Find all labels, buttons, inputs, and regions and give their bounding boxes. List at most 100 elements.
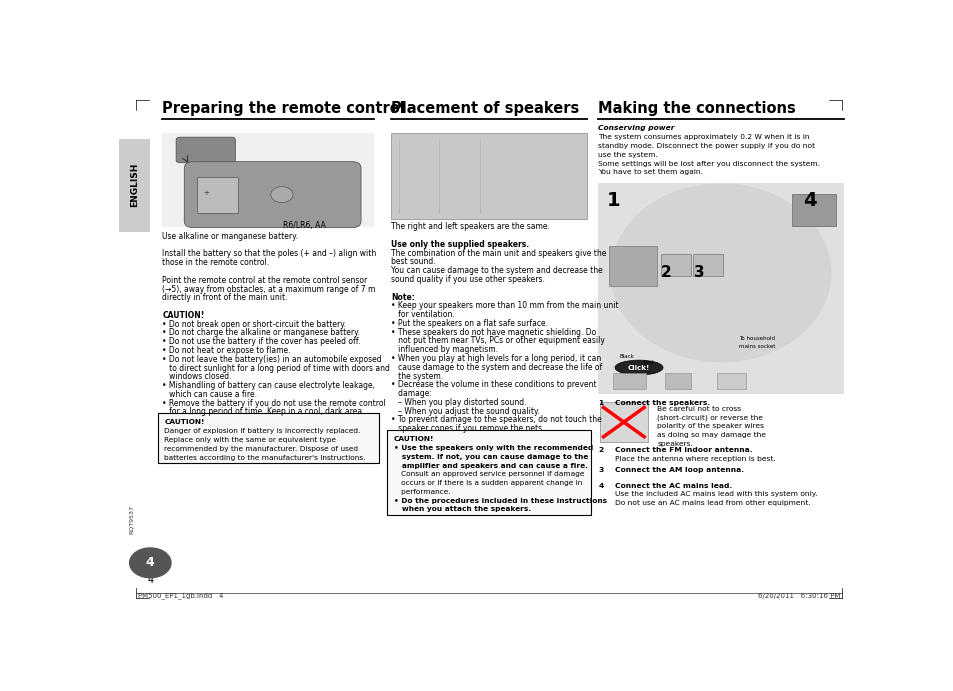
Text: recommended by the manufacturer. Dispose of used: recommended by the manufacturer. Dispose… [164, 446, 358, 452]
Text: 4: 4 [802, 191, 816, 211]
Text: 2: 2 [660, 265, 671, 280]
Text: Use alkaline or manganese battery.: Use alkaline or manganese battery. [162, 232, 297, 241]
Text: • Mishandling of battery can cause electrolyte leakage,: • Mishandling of battery can cause elect… [162, 381, 375, 390]
Ellipse shape [615, 360, 662, 375]
Text: Consult an approved service personnel if damage: Consult an approved service personnel if… [394, 471, 583, 477]
Text: • Do the procedures included in these instructions: • Do the procedures included in these in… [394, 498, 606, 504]
Text: Place the antenna where reception is best.: Place the antenna where reception is bes… [614, 456, 775, 462]
Text: • Do not heat or expose to flame.: • Do not heat or expose to flame. [162, 346, 291, 355]
Text: amplifier and speakers and can cause a fire.: amplifier and speakers and can cause a f… [394, 462, 587, 468]
Text: 2: 2 [598, 447, 603, 453]
Bar [196, 177, 237, 214]
Text: 3: 3 [694, 265, 704, 280]
Text: • Use the speakers only with the recommended: • Use the speakers only with the recomme… [394, 445, 592, 451]
Text: • Remove the battery if you do not use the remote control: • Remove the battery if you do not use t… [162, 399, 385, 408]
Text: ENGLISH: ENGLISH [131, 163, 139, 207]
Text: directly in front of the main unit.: directly in front of the main unit. [162, 294, 288, 303]
Text: occurs or if there is a sudden apparent change in: occurs or if there is a sudden apparent … [394, 480, 581, 486]
Text: to direct sunlight for a long period of time with doors and: to direct sunlight for a long period of … [162, 363, 390, 372]
Text: sound quality if you use other speakers.: sound quality if you use other speakers. [391, 275, 544, 284]
Text: 6/20/2011   6:30:16 PM: 6/20/2011 6:30:16 PM [757, 593, 840, 599]
Text: when you attach the speakers.: when you attach the speakers. [394, 507, 530, 513]
Text: best sound.: best sound. [391, 258, 436, 267]
Text: You have to set them again.: You have to set them again. [598, 169, 702, 176]
Text: Connect the AM loop antenna.: Connect the AM loop antenna. [614, 466, 743, 473]
Text: 4: 4 [147, 576, 153, 585]
Text: – When you play distorted sound.: – When you play distorted sound. [391, 398, 526, 407]
Bar [791, 194, 836, 226]
Text: system. If not, you can cause damage to the: system. If not, you can cause damage to … [394, 454, 587, 460]
Text: performance.: performance. [394, 489, 450, 495]
Text: • Decrease the volume in these conditions to prevent: • Decrease the volume in these condition… [391, 380, 597, 389]
Text: speaker cones if you remove the nets.: speaker cones if you remove the nets. [391, 424, 544, 433]
FancyBboxPatch shape [184, 162, 360, 227]
Text: Click!: Click! [627, 365, 649, 370]
Text: batteries according to the manufacturer's instructions.: batteries according to the manufacturer'… [164, 455, 365, 461]
Text: use the system.: use the system. [598, 152, 658, 158]
Text: • Keep your speakers more than 10 mm from the main unit: • Keep your speakers more than 10 mm fro… [391, 301, 618, 310]
Bar [387, 430, 590, 515]
Text: standby mode. Disconnect the power supply if you do not: standby mode. Disconnect the power suppl… [598, 143, 815, 149]
Bar [692, 254, 721, 276]
Text: 4: 4 [146, 556, 154, 569]
Circle shape [271, 187, 293, 202]
Text: 1: 1 [606, 191, 620, 211]
Text: • Do not leave the battery(ies) in an automobile exposed: • Do not leave the battery(ies) in an au… [162, 354, 381, 363]
Text: Connect the AC mains lead.: Connect the AC mains lead. [614, 482, 731, 489]
Text: Placement of speakers: Placement of speakers [391, 101, 579, 116]
Text: The right and left speakers are the same.: The right and left speakers are the same… [391, 223, 550, 231]
Text: Black: Black [618, 354, 633, 359]
Text: • Do not break open or short-circuit the battery.: • Do not break open or short-circuit the… [162, 320, 346, 329]
Text: for ventilation.: for ventilation. [391, 310, 455, 319]
Text: the system.: the system. [391, 372, 443, 381]
Text: 4: 4 [598, 482, 603, 489]
Text: You can cause damage to the system and decrease the: You can cause damage to the system and d… [391, 266, 602, 275]
Text: RQT9537: RQT9537 [130, 504, 134, 533]
Ellipse shape [610, 183, 831, 362]
Text: Install the battery so that the poles (+ and –) align with: Install the battery so that the poles (+… [162, 249, 376, 258]
Text: CAUTION!: CAUTION! [394, 436, 434, 442]
Bar [599, 402, 647, 442]
Text: Preparing the remote control: Preparing the remote control [162, 101, 404, 116]
Text: Do not use an AC mains lead from other equipment.: Do not use an AC mains lead from other e… [614, 500, 809, 506]
Bar [598, 184, 842, 394]
Text: CAUTION!: CAUTION! [162, 311, 204, 320]
Text: Use only the supplied speakers.: Use only the supplied speakers. [391, 240, 529, 249]
Text: influenced by magnetism.: influenced by magnetism. [391, 346, 497, 354]
Text: R6/LR6, AA: R6/LR6, AA [282, 221, 325, 230]
Text: PM500_EP1_1gb.indd   4: PM500_EP1_1gb.indd 4 [137, 592, 223, 599]
Text: Making the connections: Making the connections [598, 101, 795, 116]
Text: +: + [203, 190, 210, 196]
Bar [660, 254, 690, 276]
Text: mains socket: mains socket [738, 343, 775, 349]
Text: for a long period of time. Keep in a cool, dark area.: for a long period of time. Keep in a coo… [162, 408, 364, 417]
Text: Point the remote control at the remote control sensor: Point the remote control at the remote c… [162, 276, 367, 285]
FancyBboxPatch shape [176, 138, 235, 163]
Text: polarity of the speaker wires: polarity of the speaker wires [657, 424, 763, 429]
Text: (→5), away from obstacles, at a maximum range of 7 m: (→5), away from obstacles, at a maximum … [162, 285, 375, 294]
Text: Connect the speakers.: Connect the speakers. [614, 399, 709, 406]
Bar [716, 373, 745, 389]
Text: To household: To household [738, 336, 774, 341]
Text: Some settings will be lost after you disconnect the system.: Some settings will be lost after you dis… [598, 160, 820, 167]
Text: speakers.: speakers. [657, 441, 693, 447]
Text: • Do not use the battery if the cover has peeled off.: • Do not use the battery if the cover ha… [162, 337, 360, 346]
Text: The combination of the main unit and speakers give the: The combination of the main unit and spe… [391, 249, 606, 258]
Text: – When you adjust the sound quality.: – When you adjust the sound quality. [391, 407, 539, 416]
Text: Conserving power: Conserving power [598, 126, 674, 131]
Text: • Do not charge the alkaline or manganese battery.: • Do not charge the alkaline or manganes… [162, 328, 359, 337]
Text: those in the remote control.: those in the remote control. [162, 258, 269, 267]
Text: 3: 3 [598, 466, 603, 473]
Bar [162, 133, 374, 227]
Text: • To prevent damage to the speakers, do not touch the: • To prevent damage to the speakers, do … [391, 415, 601, 424]
Text: Note:: Note: [391, 292, 415, 301]
Text: • These speakers do not have magnetic shielding. Do: • These speakers do not have magnetic sh… [391, 328, 596, 337]
Text: • Put the speakers on a flat safe surface.: • Put the speakers on a flat safe surfac… [391, 319, 548, 328]
Text: damage:: damage: [391, 389, 432, 398]
Text: The system consumes approximately 0.2 W when it is in: The system consumes approximately 0.2 W … [598, 134, 809, 140]
Text: not put them near TVs, PCs or other equipment easily: not put them near TVs, PCs or other equi… [391, 337, 604, 346]
Bar [119, 139, 151, 232]
Text: as doing so may damage the: as doing so may damage the [657, 433, 765, 438]
Circle shape [130, 548, 171, 578]
Bar [664, 373, 690, 389]
